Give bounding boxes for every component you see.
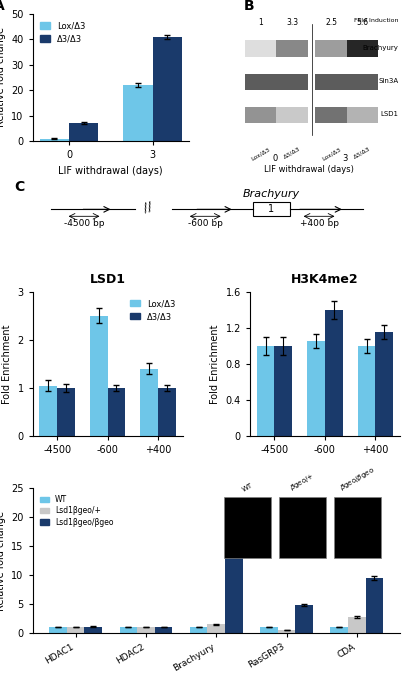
Bar [347, 74, 378, 90]
Text: 1: 1 [268, 204, 275, 215]
Bar [330, 627, 348, 633]
Title: LSD1: LSD1 [90, 273, 126, 286]
Bar [69, 123, 98, 141]
Legend: WT, Lsd1βgeo/+, Lsd1βgeo/βgeo: WT, Lsd1βgeo/+, Lsd1βgeo/βgeo [36, 492, 116, 530]
Text: Sin3A: Sin3A [378, 78, 398, 84]
Bar [224, 497, 271, 558]
Bar [123, 85, 153, 141]
Text: LSD1: LSD1 [380, 111, 398, 118]
Bar [366, 578, 383, 633]
Bar [40, 138, 69, 141]
Text: Brachyury: Brachyury [362, 45, 398, 51]
Bar [276, 74, 308, 90]
Bar [315, 41, 347, 57]
Bar [315, 107, 347, 123]
Text: B: B [244, 0, 254, 13]
Text: Lox/Δ3: Lox/Δ3 [321, 146, 341, 161]
Bar [67, 627, 84, 633]
Text: 5.6: 5.6 [356, 18, 368, 27]
Title: H3K4me2: H3K4me2 [291, 273, 359, 286]
Bar [137, 627, 155, 633]
Text: -600 bp: -600 bp [188, 219, 223, 228]
Bar [275, 346, 292, 436]
Bar [153, 36, 182, 141]
Text: -4500 bp: -4500 bp [64, 219, 104, 228]
Bar [140, 369, 158, 436]
Bar [276, 107, 308, 123]
Bar [375, 332, 393, 436]
Bar [245, 74, 276, 90]
Bar [257, 346, 275, 436]
Bar [347, 107, 378, 123]
Text: Brachyury: Brachyury [243, 189, 300, 199]
Bar [347, 41, 378, 57]
Bar [315, 74, 347, 90]
Bar [90, 316, 108, 436]
Y-axis label: Relative fold change: Relative fold change [0, 28, 6, 127]
Text: Lox/Δ3: Lox/Δ3 [251, 146, 271, 161]
Bar [120, 627, 137, 633]
Bar [348, 617, 366, 633]
Text: //: // [142, 200, 154, 215]
Bar [245, 107, 276, 123]
Bar [190, 627, 207, 633]
Bar [334, 497, 381, 558]
Text: C: C [14, 180, 24, 194]
Bar [158, 388, 176, 436]
Text: 3.3: 3.3 [286, 18, 298, 27]
Legend: Lox/Δ3, Δ3/Δ3: Lox/Δ3, Δ3/Δ3 [126, 296, 178, 325]
Text: Δ3/Δ3: Δ3/Δ3 [353, 146, 372, 160]
Y-axis label: Fold Enrichment: Fold Enrichment [210, 324, 220, 404]
Legend: Lox/Δ3, Δ3/Δ3: Lox/Δ3, Δ3/Δ3 [37, 18, 89, 47]
Text: Fold Induction: Fold Induction [354, 18, 398, 23]
X-axis label: LIF withdrawal (days): LIF withdrawal (days) [58, 166, 163, 175]
Text: 2.5: 2.5 [325, 18, 337, 27]
Bar [207, 624, 225, 633]
Bar [276, 41, 308, 57]
Text: $\beta$geo/$\beta$geo: $\beta$geo/$\beta$geo [338, 464, 377, 493]
Bar [260, 627, 278, 633]
Text: +400 bp: +400 bp [299, 219, 339, 228]
Bar [155, 627, 172, 633]
Bar [225, 517, 243, 633]
Text: 1: 1 [258, 18, 263, 27]
Text: 0: 0 [272, 154, 277, 164]
Bar [325, 310, 343, 436]
Text: Δ3/Δ3: Δ3/Δ3 [283, 146, 302, 160]
Bar [245, 41, 276, 57]
Text: WT: WT [241, 482, 254, 493]
Bar [278, 630, 295, 633]
Y-axis label: Fold Enrichment: Fold Enrichment [2, 324, 12, 404]
Bar [49, 627, 67, 633]
Bar [295, 605, 313, 633]
Bar [358, 346, 375, 436]
Bar [307, 341, 325, 436]
Bar [40, 385, 57, 436]
Bar [108, 388, 125, 436]
Text: LIF withdrawal (days): LIF withdrawal (days) [264, 164, 354, 173]
Text: A: A [0, 0, 4, 13]
Bar [84, 627, 102, 633]
Bar [279, 497, 326, 558]
Text: 3: 3 [342, 154, 348, 164]
Y-axis label: Relative fold change: Relative fold change [0, 510, 6, 611]
Bar [57, 388, 75, 436]
Text: $\beta$geo/+: $\beta$geo/+ [288, 471, 317, 493]
Bar [253, 202, 290, 216]
